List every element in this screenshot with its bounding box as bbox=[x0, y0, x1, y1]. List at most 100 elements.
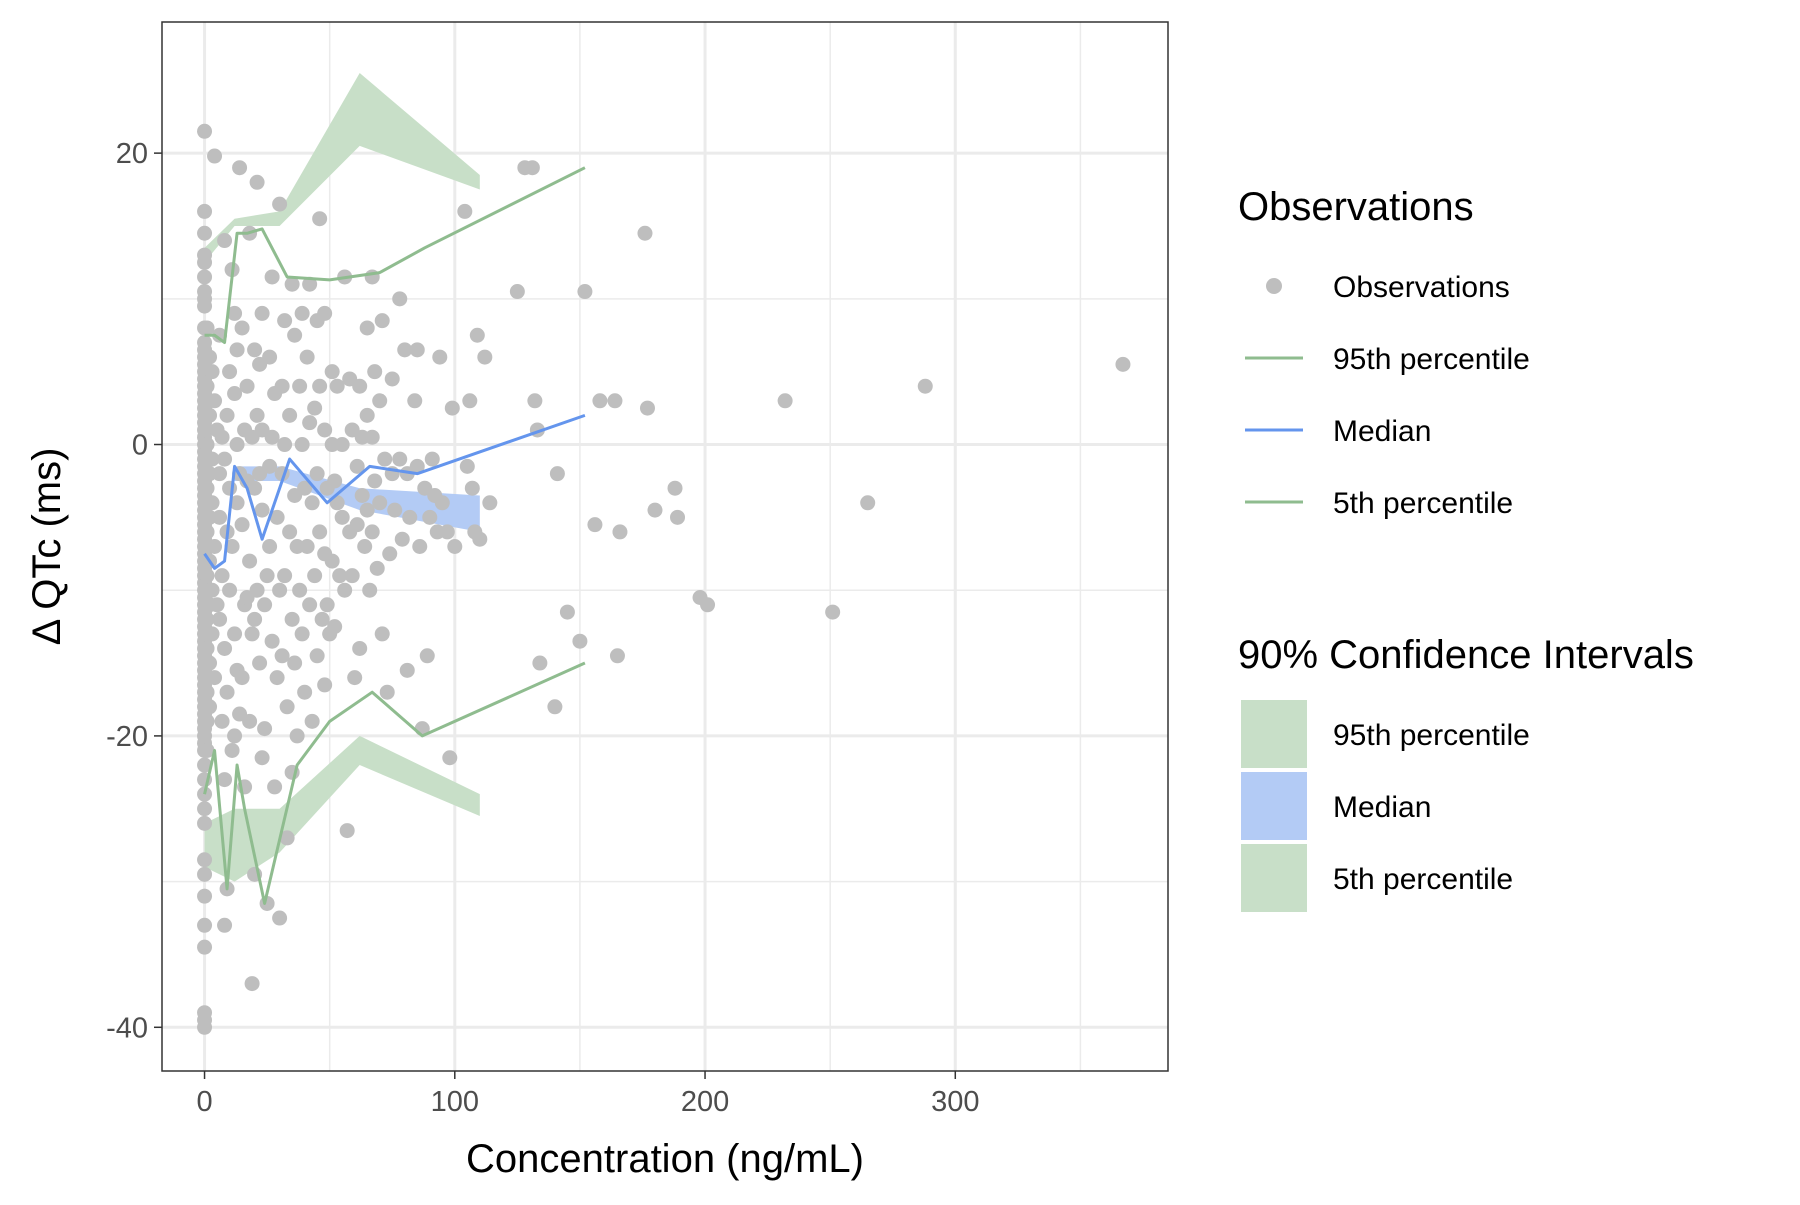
observation-point bbox=[700, 597, 716, 613]
observation-point bbox=[294, 437, 310, 453]
observation-point bbox=[284, 611, 300, 627]
observation-point bbox=[292, 378, 308, 394]
observation-point bbox=[202, 349, 218, 365]
observation-point bbox=[277, 568, 293, 584]
observation-point bbox=[257, 721, 273, 737]
observation-point bbox=[434, 495, 450, 511]
observation-point bbox=[302, 415, 318, 431]
observation-point bbox=[307, 568, 323, 584]
observation-point bbox=[197, 888, 213, 904]
legend-label: 95th percentile bbox=[1333, 719, 1530, 752]
observation-point bbox=[294, 305, 310, 321]
observation-point bbox=[197, 123, 213, 139]
legend-key-observations bbox=[1266, 278, 1282, 294]
observation-point bbox=[524, 160, 540, 176]
observation-point bbox=[202, 655, 218, 671]
observation-point bbox=[509, 284, 525, 300]
observation-point bbox=[229, 342, 245, 358]
observation-point bbox=[227, 626, 243, 642]
x-tick-label: 300 bbox=[931, 1086, 979, 1118]
observation-point bbox=[257, 597, 273, 613]
observation-point bbox=[234, 320, 250, 336]
observation-point bbox=[204, 626, 220, 642]
observation-point bbox=[197, 1019, 213, 1035]
observation-point bbox=[217, 772, 233, 788]
observation-point bbox=[244, 626, 260, 642]
observation-point bbox=[409, 458, 425, 474]
observation-point bbox=[287, 655, 303, 671]
x-tick-label: 100 bbox=[431, 1086, 479, 1118]
observation-point bbox=[860, 495, 876, 511]
observation-point bbox=[397, 342, 413, 358]
observation-point bbox=[464, 480, 480, 496]
observation-point bbox=[217, 451, 233, 467]
observation-points bbox=[197, 123, 1131, 1035]
observation-point bbox=[304, 495, 320, 511]
observation-point bbox=[334, 509, 350, 525]
observation-point bbox=[384, 371, 400, 387]
observation-point bbox=[307, 400, 323, 416]
observation-point bbox=[199, 713, 215, 729]
observation-point bbox=[407, 393, 423, 409]
observation-point bbox=[199, 742, 215, 758]
observation-point bbox=[292, 582, 308, 598]
observation-point bbox=[647, 502, 663, 518]
observation-point bbox=[207, 393, 223, 409]
observation-point bbox=[249, 582, 265, 598]
observation-point bbox=[229, 437, 245, 453]
observation-point bbox=[482, 495, 498, 511]
grid bbox=[162, 22, 1168, 1071]
observation-point bbox=[197, 203, 213, 219]
observation-point bbox=[399, 662, 415, 678]
observation-point bbox=[367, 473, 383, 489]
observation-point bbox=[477, 349, 493, 365]
observation-point bbox=[222, 364, 238, 380]
observation-point bbox=[459, 458, 475, 474]
observation-point bbox=[352, 640, 368, 656]
observation-point bbox=[394, 531, 410, 547]
observation-point bbox=[197, 801, 213, 817]
observation-point bbox=[379, 684, 395, 700]
observation-point bbox=[442, 750, 458, 766]
observation-point bbox=[302, 597, 318, 613]
observation-point bbox=[577, 284, 593, 300]
observation-point bbox=[272, 910, 288, 926]
observation-point bbox=[212, 466, 228, 482]
observation-point bbox=[409, 342, 425, 358]
observation-point bbox=[197, 917, 213, 933]
observation-point bbox=[252, 655, 268, 671]
observation-point bbox=[199, 320, 215, 336]
observation-point bbox=[209, 597, 225, 613]
x-axis-title: Concentration (ng/mL) bbox=[466, 1137, 864, 1181]
observation-point bbox=[359, 502, 375, 518]
y-tick-label: 20 bbox=[116, 138, 148, 170]
observation-point bbox=[592, 393, 608, 409]
observation-point bbox=[219, 407, 235, 423]
observation-point bbox=[469, 327, 485, 343]
observation-point bbox=[324, 553, 340, 569]
x-tick-label: 200 bbox=[681, 1086, 729, 1118]
observation-point bbox=[670, 509, 686, 525]
observation-point bbox=[279, 699, 295, 715]
observation-point bbox=[297, 480, 313, 496]
observation-point bbox=[277, 313, 293, 329]
observation-point bbox=[249, 174, 265, 190]
observation-point bbox=[347, 670, 363, 686]
observation-point bbox=[312, 211, 328, 227]
observation-point bbox=[527, 393, 543, 409]
observation-point bbox=[199, 437, 215, 453]
observation-point bbox=[639, 400, 655, 416]
observation-point bbox=[332, 568, 348, 584]
observation-point bbox=[212, 327, 228, 343]
observation-point bbox=[367, 364, 383, 380]
observation-point bbox=[337, 582, 353, 598]
observation-point bbox=[289, 728, 305, 744]
observation-point bbox=[249, 407, 265, 423]
observation-point bbox=[359, 320, 375, 336]
observation-point bbox=[197, 757, 213, 773]
y-tick-label: 0 bbox=[132, 430, 148, 462]
legend-label: 5th percentile bbox=[1333, 487, 1513, 520]
observation-point bbox=[362, 582, 378, 598]
